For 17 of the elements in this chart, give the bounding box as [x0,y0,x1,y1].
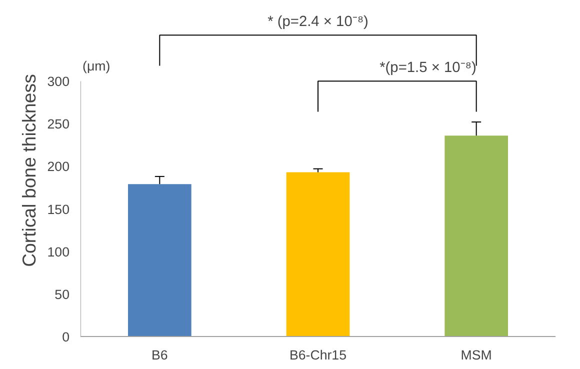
y-tick-label: 150 [47,202,70,217]
bar [286,172,350,336]
x-tick-label: MSM [460,348,492,362]
x-tick-label: B6 [152,348,168,362]
y-tick-label: 100 [47,244,70,260]
bar [444,136,508,336]
bar [128,184,192,336]
y-axis-title: Cortical bone thickness [18,74,40,267]
text: (μm) [82,58,110,74]
y-tick-label: 250 [47,116,70,132]
y-tick-label: 50 [54,286,70,302]
y-tick-label: 300 [47,74,70,90]
y-tick-label: 0 [62,330,70,344]
y-tick-label: 200 [47,159,70,174]
text: *(p=1.5 × 10⁻⁸) [380,60,476,76]
x-tick-label: B6-Chr15 [289,348,347,362]
text: * (p=2.4 × 10⁻⁸) [268,14,368,30]
